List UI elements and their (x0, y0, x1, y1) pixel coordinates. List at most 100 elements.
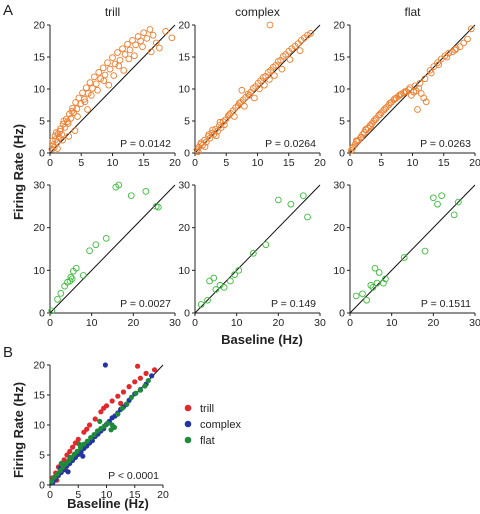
y-tick-label: 30 (33, 180, 45, 192)
x-tick-label: 10 (407, 157, 419, 169)
data-point (102, 234, 110, 242)
p-value-annotation: P = 0.1511 (421, 298, 471, 310)
data-point (79, 89, 86, 97)
x-tick-label: 10 (252, 157, 264, 169)
data-point (92, 241, 100, 249)
data-point-flat (57, 468, 63, 474)
data-point (205, 131, 213, 138)
data-point (129, 37, 136, 44)
y-tick-label: 5 (339, 116, 345, 128)
data-point (119, 45, 126, 53)
data-point-flat (119, 405, 125, 411)
data-point (299, 192, 307, 200)
y-tick-label: 10 (178, 265, 190, 277)
data-point (86, 247, 93, 255)
data-point-trill (143, 370, 149, 376)
data-point (209, 126, 216, 134)
data-point (84, 106, 91, 113)
y-tick-label: 10 (333, 265, 345, 277)
data-point (51, 132, 59, 140)
data-point (429, 194, 437, 202)
data-point (460, 39, 468, 47)
data-point (266, 76, 273, 83)
y-tick-label: 0 (184, 308, 190, 320)
x-tick-label: 30 (314, 317, 326, 329)
identity-line (49, 184, 176, 314)
data-point (105, 81, 113, 89)
data-point (391, 95, 399, 102)
y-tick-label: 20 (33, 222, 45, 234)
y-tick-label: 10 (333, 84, 345, 96)
legend-label-complex: complex (200, 419, 241, 431)
y-tick-label: 20 (333, 222, 345, 234)
data-point (278, 65, 286, 73)
data-point (116, 56, 124, 64)
x-tick-label: 15 (283, 157, 295, 169)
data-point (227, 277, 234, 285)
data-point (52, 136, 59, 143)
data-point (357, 133, 365, 141)
data-point (127, 192, 135, 200)
y-tick-label: 5 (184, 116, 190, 128)
identity-line (194, 184, 321, 314)
x-tick-label: 0 (47, 317, 53, 329)
data-point (400, 254, 408, 261)
data-point-trill (134, 363, 141, 369)
x-tick-label: 15 (129, 489, 141, 501)
data-point-trill (72, 440, 79, 446)
data-point (396, 91, 404, 99)
data-point (168, 34, 176, 42)
data-point-complex (65, 469, 71, 475)
data-point (206, 277, 213, 285)
legend-label-flat: flat (200, 435, 215, 447)
data-point (271, 72, 278, 79)
data-point-complex (149, 373, 155, 379)
data-point (286, 56, 294, 63)
data-point (421, 247, 429, 255)
y-tick-label: 5 (39, 450, 45, 462)
data-point (434, 59, 441, 67)
data-point (266, 21, 274, 29)
y-tick-label: 0 (39, 480, 45, 492)
data-point (147, 48, 155, 56)
data-point (95, 69, 103, 76)
data-point-flat (88, 435, 94, 441)
data-point-flat (137, 387, 143, 393)
data-point (382, 275, 389, 283)
data-point (61, 282, 68, 290)
data-point (371, 116, 379, 124)
legend-marker-flat (184, 436, 192, 444)
data-point (91, 73, 98, 81)
data-point-flat (105, 420, 111, 426)
data-point (109, 54, 116, 61)
data-point-trill (109, 398, 115, 404)
data-point (367, 123, 374, 131)
data-point (152, 39, 160, 47)
data-point (79, 272, 87, 279)
data-point (235, 266, 243, 274)
y-tick-label: 15 (178, 52, 190, 64)
data-point (197, 139, 205, 147)
y-tick-label: 10 (33, 84, 45, 96)
x-tick-label: 20 (427, 317, 439, 329)
data-point (262, 241, 270, 249)
data-point-flat (133, 390, 139, 396)
data-point (371, 264, 379, 272)
chart-panel-4: 0 10 20 30 0 10 20 30 P = 0.0027 (33, 180, 181, 330)
data-point-trill (151, 367, 158, 373)
x-tick-label: 30 (469, 317, 480, 329)
y-tick-label: 15 (33, 390, 45, 402)
legend-marker-complex (184, 420, 192, 428)
data-point (212, 132, 220, 140)
data-point (75, 94, 83, 102)
data-point (154, 203, 162, 211)
data-point (54, 295, 61, 303)
data-point-flat (76, 441, 82, 447)
chart-panel-5: 0 10 20 30 0 10 20 30 P = 0.149 (178, 180, 326, 330)
data-point (81, 95, 88, 103)
data-point (251, 94, 258, 102)
data-point (71, 127, 79, 134)
data-point-flat (101, 423, 107, 429)
data-point (236, 99, 243, 107)
